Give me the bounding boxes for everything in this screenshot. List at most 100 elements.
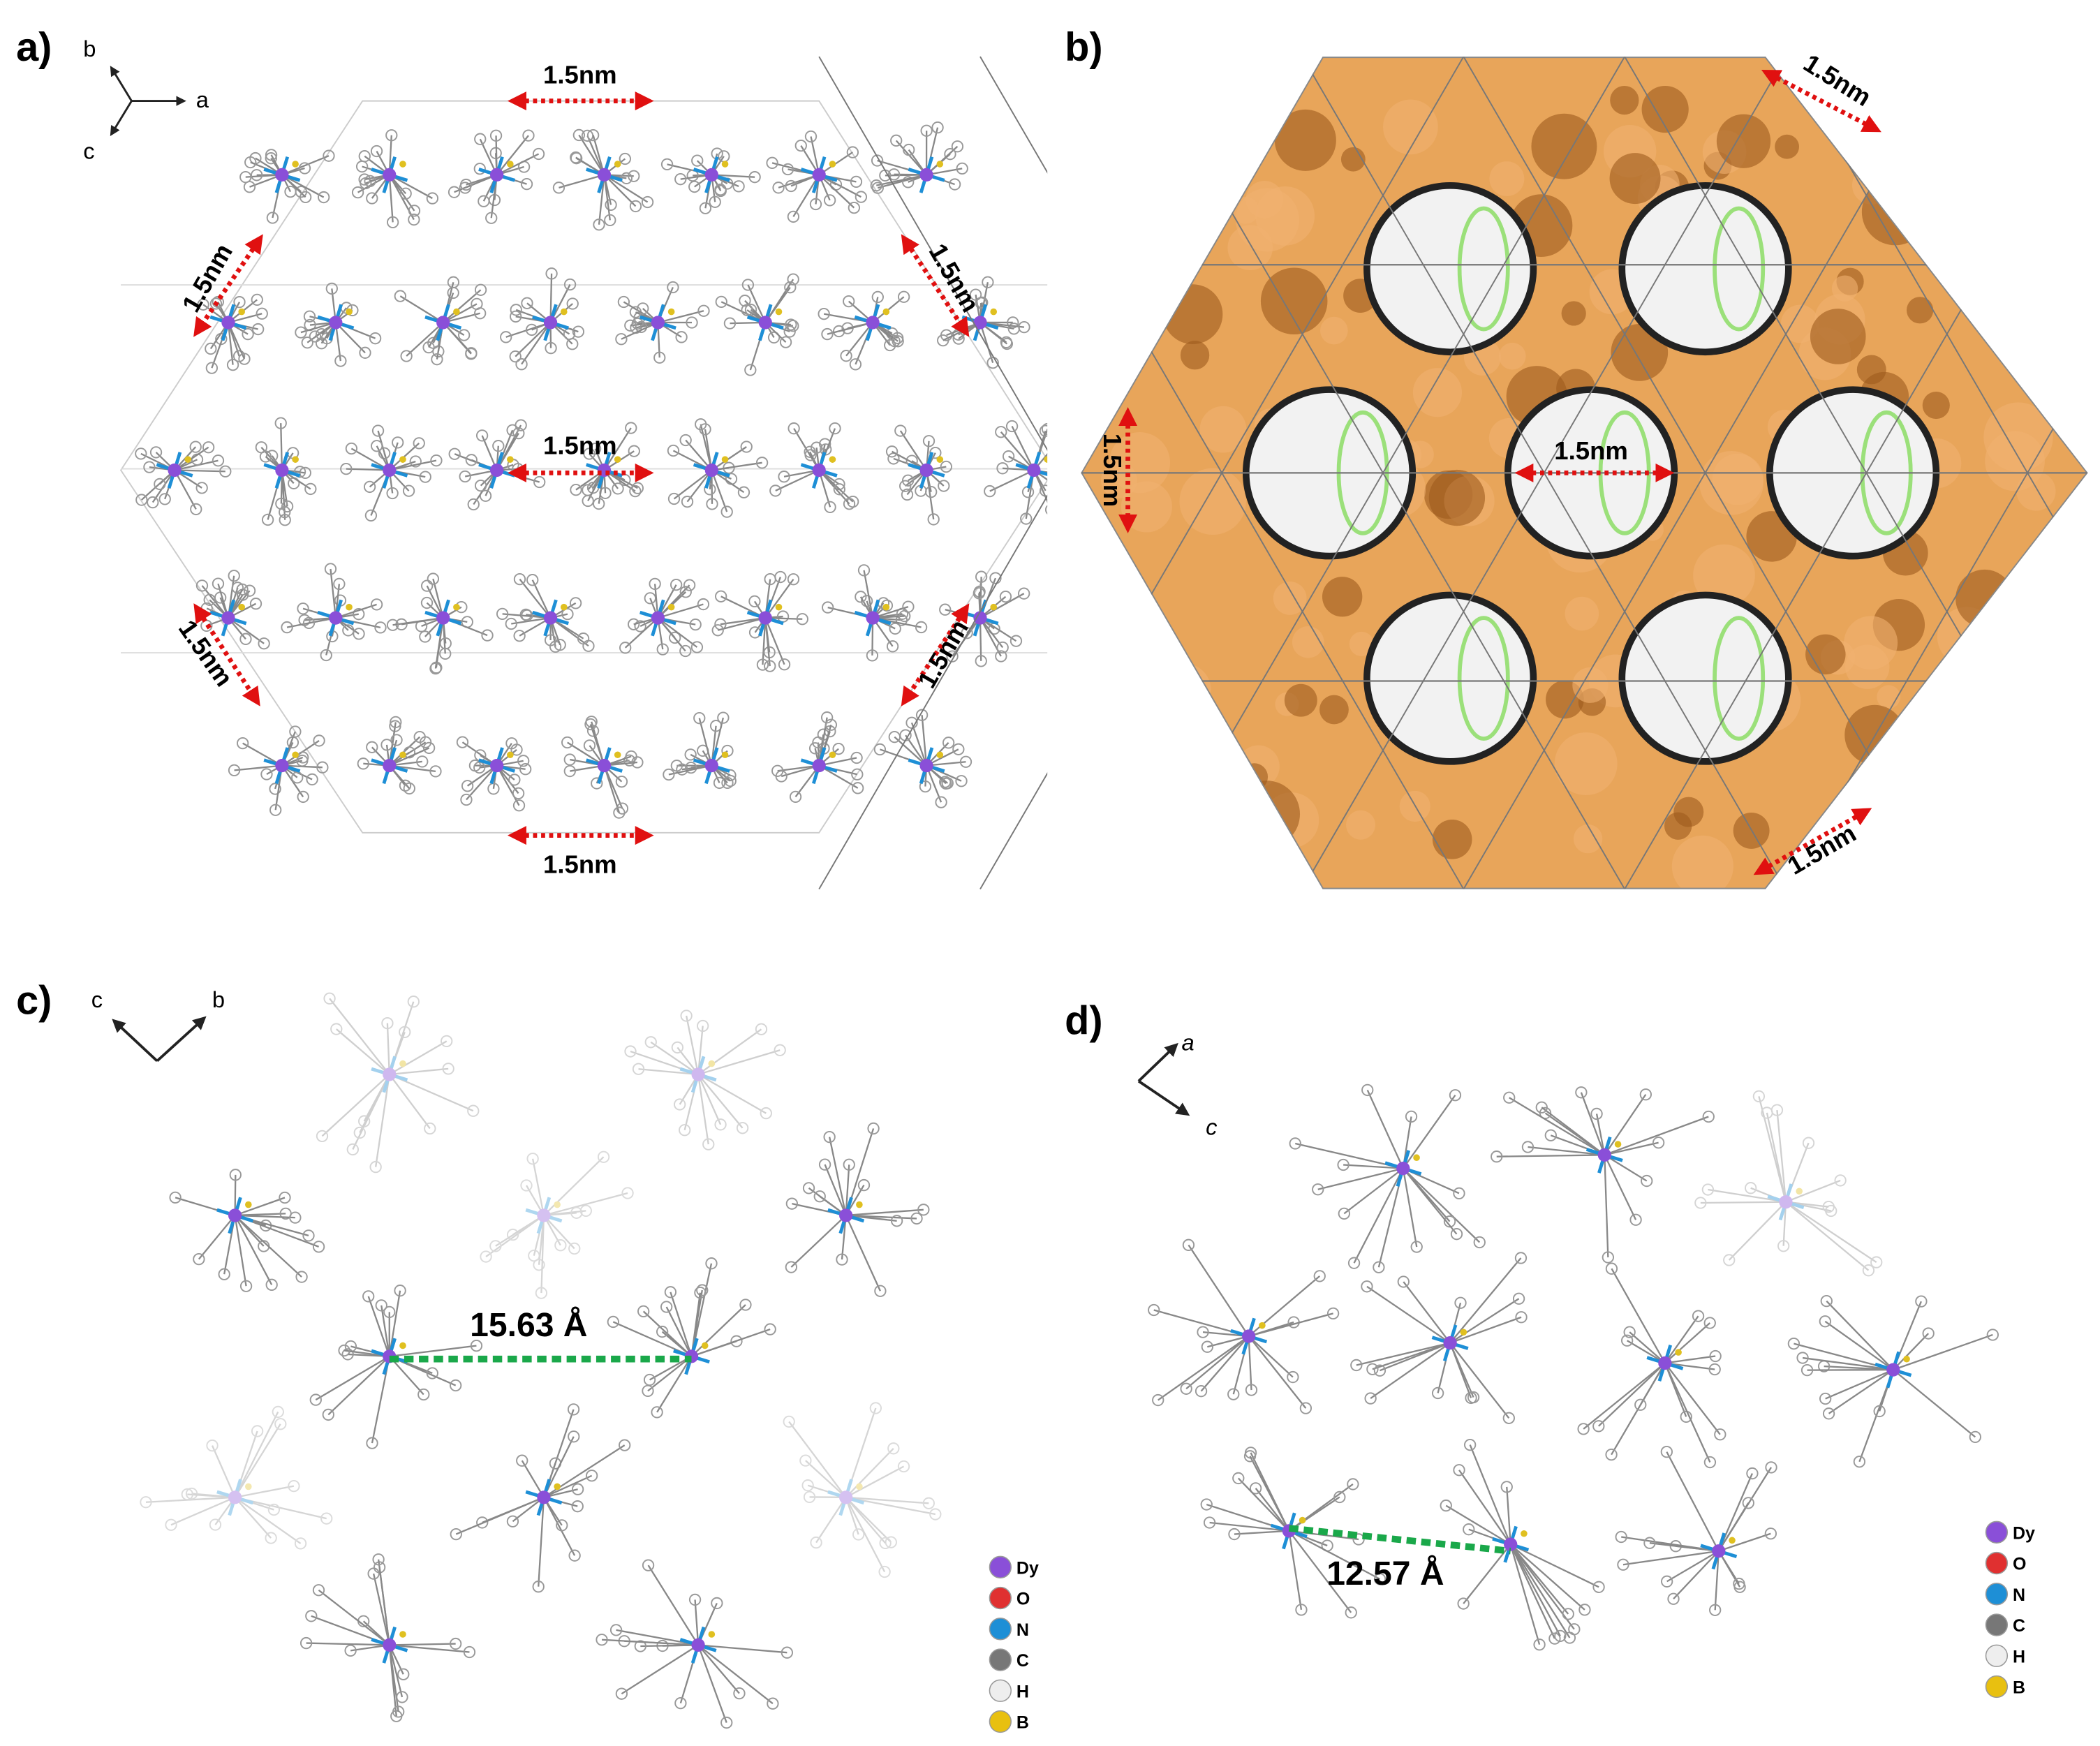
bond [234, 1430, 258, 1498]
bond [174, 446, 209, 471]
ring [732, 180, 745, 193]
axis-pair [112, 1016, 207, 1063]
bond [603, 175, 611, 221]
ring [510, 310, 522, 323]
ring [583, 739, 596, 752]
ring [251, 1425, 264, 1437]
ring [1733, 1577, 1745, 1590]
ring [720, 505, 733, 518]
ring [1364, 1392, 1377, 1405]
bond [818, 151, 853, 176]
ring [785, 1261, 797, 1273]
ring [625, 422, 637, 434]
bond [658, 603, 704, 619]
atom [168, 463, 182, 478]
molecule [660, 147, 761, 214]
ring [577, 632, 590, 645]
ring [940, 460, 952, 473]
ring [628, 618, 640, 630]
ring [302, 1229, 315, 1242]
bond [542, 1436, 575, 1498]
ring [1745, 1182, 1757, 1194]
ring [459, 178, 473, 191]
surface-lobe [1432, 820, 1472, 859]
ring [660, 158, 674, 171]
bond [1649, 1542, 1719, 1552]
ring [833, 325, 845, 338]
ring [528, 1249, 540, 1262]
bond [234, 1495, 254, 1505]
molecule [340, 424, 443, 522]
molecule [607, 1257, 776, 1419]
ring [509, 350, 522, 363]
ring [621, 1187, 634, 1199]
ring [243, 584, 256, 597]
ring [429, 765, 442, 778]
bond [697, 1644, 727, 1723]
ring [517, 755, 530, 767]
ring [284, 185, 297, 198]
bond [567, 741, 605, 767]
bond [696, 1056, 706, 1075]
ring [691, 154, 704, 167]
ring [1350, 1359, 1363, 1372]
atom [560, 603, 568, 611]
atom [1658, 1356, 1672, 1370]
bond [519, 578, 552, 619]
bond [234, 1497, 272, 1539]
ring [563, 753, 576, 766]
ring [612, 482, 624, 495]
ring [615, 333, 628, 346]
bond [697, 1072, 717, 1082]
ring [279, 1191, 291, 1204]
ring [696, 1284, 709, 1296]
ring [1770, 1104, 1784, 1116]
ring [919, 780, 932, 793]
bond [1248, 1312, 1333, 1338]
ring [637, 302, 649, 315]
bond [1767, 1194, 1787, 1204]
bond [380, 1305, 390, 1357]
legend-label: Dy [2013, 1523, 2035, 1543]
atom [1396, 1162, 1410, 1176]
atom [839, 1208, 853, 1222]
bond [603, 765, 621, 813]
bond [442, 289, 482, 323]
bond [686, 1015, 700, 1075]
bond [1802, 1356, 1893, 1371]
ring [322, 1408, 334, 1421]
ring [1800, 1363, 1814, 1377]
ring [656, 1325, 669, 1338]
legend-label: H [2013, 1647, 2025, 1666]
bond [191, 1493, 235, 1498]
bond [559, 174, 605, 188]
ring [1605, 1448, 1618, 1461]
bond [1604, 1116, 1709, 1156]
ring [922, 435, 936, 447]
bond [1666, 1550, 1720, 1583]
ring [294, 1537, 307, 1550]
ring [821, 327, 834, 341]
ring [1366, 1363, 1379, 1375]
bond [979, 593, 1025, 619]
ring [353, 628, 365, 640]
ring [764, 572, 776, 586]
ring [609, 1624, 623, 1636]
atom [537, 1208, 551, 1222]
bond [1604, 1154, 1637, 1220]
bond [1784, 1142, 1810, 1203]
ring [295, 1271, 308, 1283]
ring [1201, 1340, 1214, 1353]
ring [195, 579, 209, 592]
ring [492, 440, 505, 452]
ring [942, 737, 955, 749]
ring [561, 607, 574, 621]
ring [619, 642, 632, 654]
axis-label: b [212, 986, 225, 1012]
bond [845, 1208, 924, 1217]
ring [417, 1388, 430, 1401]
ring [212, 577, 225, 590]
bond [336, 1028, 390, 1075]
bond [845, 1496, 936, 1516]
